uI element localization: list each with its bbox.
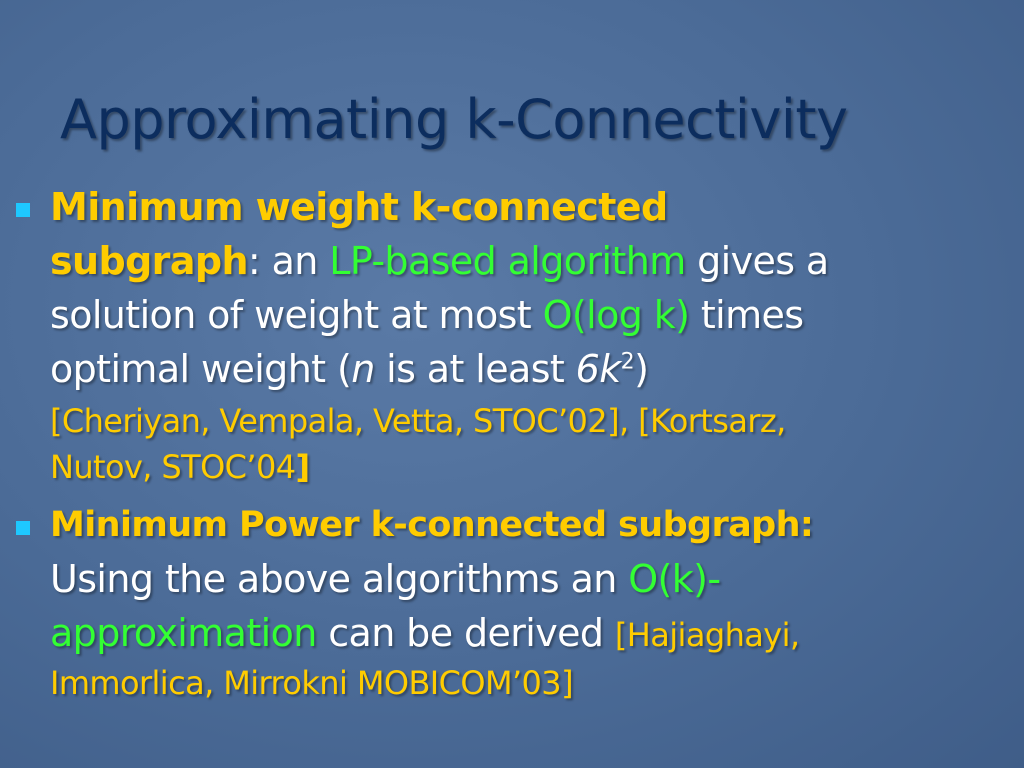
text: )	[634, 347, 649, 391]
heading: Minimum Power k-connected subgraph:	[50, 505, 814, 545]
text: gives a	[685, 239, 829, 283]
bullet-2: Minimum Power k-connected subgraph: Usin…	[50, 498, 1010, 706]
text: solution of weight at most	[50, 293, 543, 337]
highlight: approximation	[50, 611, 317, 655]
citation: Nutov, STOC’04	[50, 448, 296, 486]
highlight: O(k)-	[628, 557, 721, 601]
slide-title: Approximating k-Connectivity	[60, 88, 848, 151]
citation: [Hajiaghayi,	[614, 616, 800, 654]
text: can be derived	[316, 611, 615, 655]
text: : an	[247, 239, 330, 283]
bullet-1: Minimum weight k-connected subgraph: an …	[50, 180, 1010, 490]
heading: Minimum weight k-connected	[50, 185, 668, 229]
citation: Immorlica, Mirrokni MOBICOM’03]	[50, 664, 574, 702]
exponent: 2	[620, 349, 635, 375]
heading: subgraph	[50, 239, 249, 283]
citation: ]	[295, 448, 311, 486]
text: is at least	[374, 347, 576, 391]
highlight: O(log k)	[542, 293, 690, 337]
square-bullet-icon	[16, 203, 30, 217]
square-bullet-icon	[16, 521, 30, 535]
text: optimal weight (	[50, 347, 352, 391]
text: times	[689, 293, 804, 337]
var-6k: 6k	[575, 347, 622, 391]
highlight: LP-based algorithm	[329, 239, 686, 283]
var-n: n	[351, 347, 375, 391]
text: Using the above algorithms an	[50, 557, 629, 601]
citation: [Cheriyan, Vempala, Vetta, STOC’02], [Ko…	[50, 402, 786, 440]
